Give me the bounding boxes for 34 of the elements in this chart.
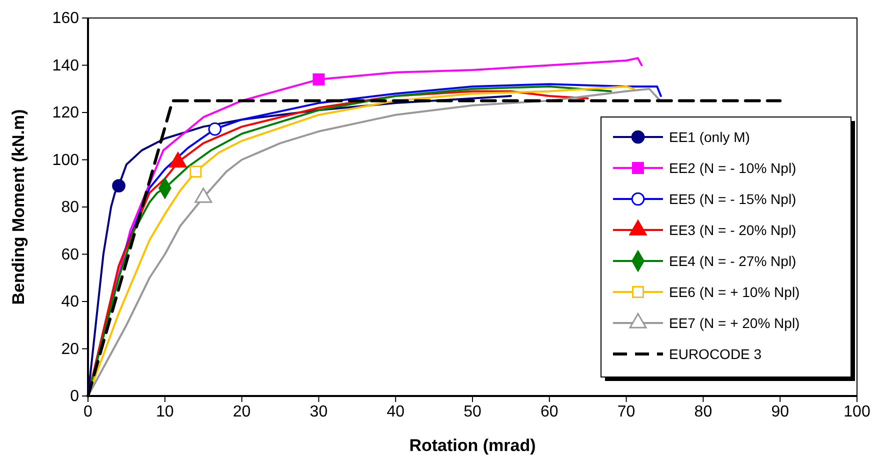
legend-label: EE3 (N = - 20% Npl) [669, 222, 796, 238]
y-axis-title: Bending Moment (kN.m) [9, 109, 28, 305]
x-tick-label: 80 [694, 403, 712, 420]
y-tick-label: 40 [61, 294, 80, 311]
legend-label: EE1 (only M) [669, 129, 750, 145]
x-tick-label: 50 [464, 403, 482, 420]
y-tick-label: 140 [52, 57, 80, 74]
legend-label: EE2 (N = - 10% Npl) [669, 160, 796, 176]
point [112, 179, 126, 192]
y-tick-label: 160 [52, 10, 80, 28]
x-tick-label: 90 [771, 403, 790, 420]
legend-label: EE7 (N = + 20% Npl) [669, 315, 800, 331]
x-axis-title: Rotation (mrad) [409, 436, 536, 455]
point [190, 166, 202, 178]
x-tick-label: 100 [844, 403, 870, 420]
x-tick-label: 40 [386, 403, 405, 420]
x-tick-label: 10 [156, 403, 174, 420]
y-tick-label: 60 [61, 246, 80, 264]
x-tick-label: 60 [540, 403, 558, 420]
legend-label: EE6 (N = + 10% Npl) [669, 284, 800, 300]
y-tick-label: 80 [61, 199, 80, 216]
y-tick-label: 120 [52, 104, 80, 122]
y-tick-label: 100 [52, 152, 80, 169]
legend-label: EE5 (N = - 15% Npl) [669, 191, 796, 207]
x-tick-label: 0 [84, 403, 93, 420]
point [312, 73, 325, 86]
y-tick-label: 0 [70, 388, 80, 406]
point [208, 122, 222, 136]
x-tick-label: 70 [617, 403, 636, 420]
legend-label: EE4 (N = - 27% Npl) [669, 253, 796, 269]
x-tick-label: 30 [310, 403, 328, 420]
x-tick-label: 20 [232, 403, 251, 420]
legend-label: EUROCODE 3 [669, 346, 762, 362]
y-tick-label: 20 [61, 340, 80, 358]
